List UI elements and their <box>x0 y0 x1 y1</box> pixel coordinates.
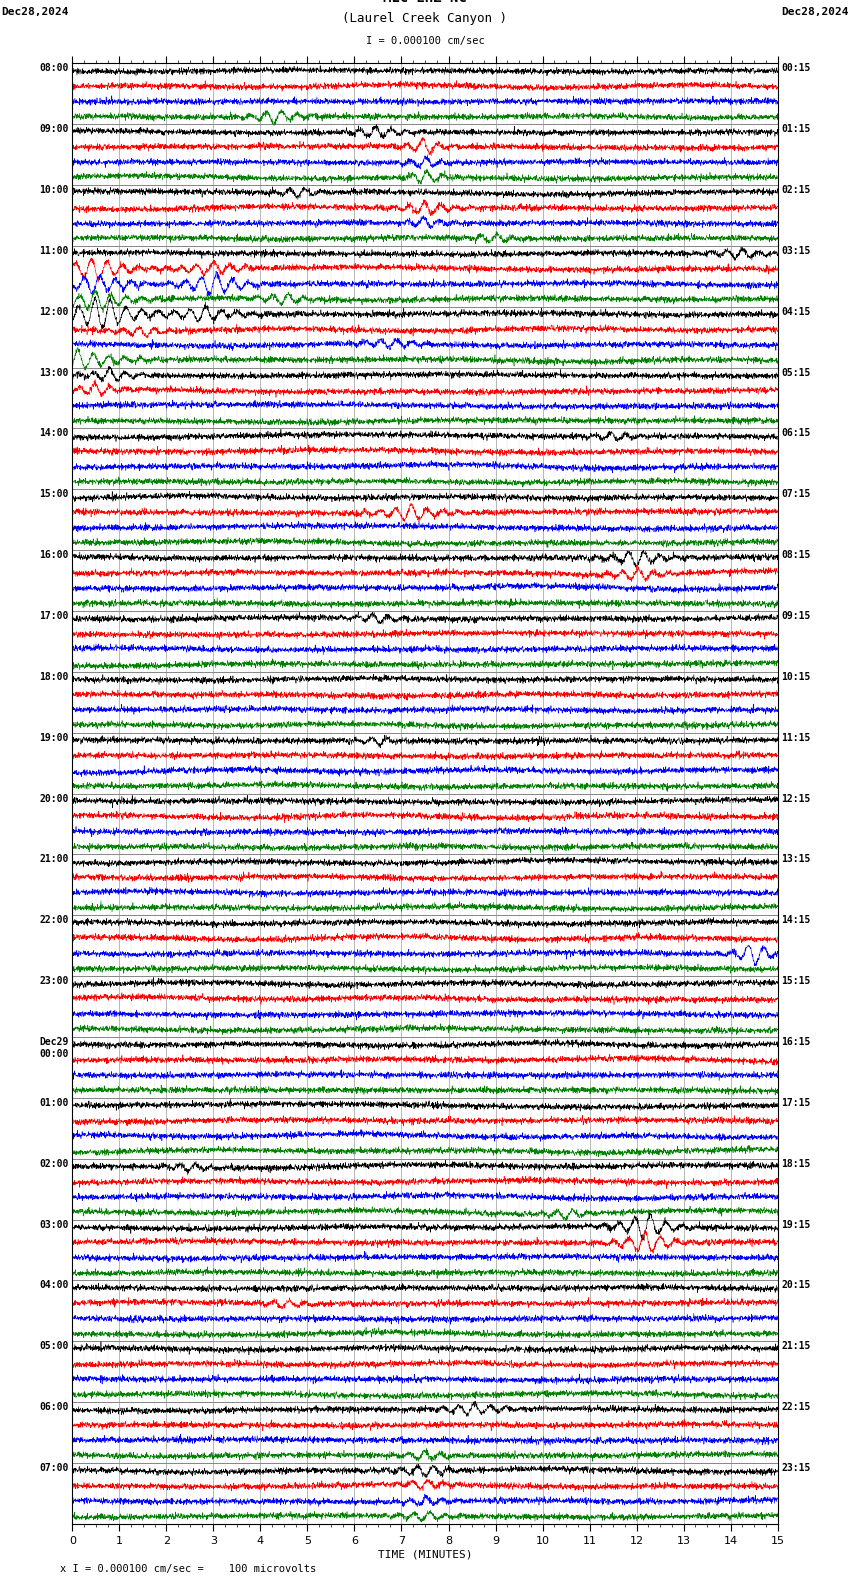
Text: 08:15: 08:15 <box>781 550 811 561</box>
Text: 21:00: 21:00 <box>39 854 69 865</box>
Text: 19:00: 19:00 <box>39 733 69 743</box>
Text: 23:00: 23:00 <box>39 976 69 987</box>
Text: 05:15: 05:15 <box>781 367 811 377</box>
Text: 03:00: 03:00 <box>39 1220 69 1229</box>
Text: 06:00: 06:00 <box>39 1402 69 1411</box>
Text: Dec29
00:00: Dec29 00:00 <box>39 1038 69 1058</box>
Text: 22:15: 22:15 <box>781 1402 811 1411</box>
Text: (Laurel Creek Canyon ): (Laurel Creek Canyon ) <box>343 13 507 25</box>
Text: 21:15: 21:15 <box>781 1342 811 1351</box>
Text: 11:00: 11:00 <box>39 246 69 257</box>
Text: 09:15: 09:15 <box>781 611 811 621</box>
Text: 14:00: 14:00 <box>39 429 69 439</box>
Text: 14:15: 14:15 <box>781 916 811 925</box>
Text: 16:00: 16:00 <box>39 550 69 561</box>
Text: 20:15: 20:15 <box>781 1280 811 1291</box>
Text: 16:15: 16:15 <box>781 1038 811 1047</box>
Text: 12:15: 12:15 <box>781 794 811 803</box>
Text: 09:00: 09:00 <box>39 124 69 135</box>
Text: 07:00: 07:00 <box>39 1464 69 1473</box>
Text: 17:00: 17:00 <box>39 611 69 621</box>
Text: 15:15: 15:15 <box>781 976 811 987</box>
Text: 17:15: 17:15 <box>781 1098 811 1107</box>
Text: 18:15: 18:15 <box>781 1159 811 1169</box>
Text: 18:00: 18:00 <box>39 672 69 681</box>
Text: 05:00: 05:00 <box>39 1342 69 1351</box>
Text: 13:15: 13:15 <box>781 854 811 865</box>
Text: 10:00: 10:00 <box>39 185 69 195</box>
Text: MLC EHZ NC: MLC EHZ NC <box>383 0 467 5</box>
Text: 10:15: 10:15 <box>781 672 811 681</box>
Text: 01:15: 01:15 <box>781 124 811 135</box>
X-axis label: TIME (MINUTES): TIME (MINUTES) <box>377 1549 473 1560</box>
Text: 04:15: 04:15 <box>781 307 811 317</box>
Text: I = 0.000100 cm/sec: I = 0.000100 cm/sec <box>366 36 484 46</box>
Text: 00:15: 00:15 <box>781 63 811 73</box>
Text: 13:00: 13:00 <box>39 367 69 377</box>
Text: 07:15: 07:15 <box>781 489 811 499</box>
Text: x I = 0.000100 cm/sec =    100 microvolts: x I = 0.000100 cm/sec = 100 microvolts <box>60 1565 315 1574</box>
Text: Dec28,2024: Dec28,2024 <box>1 6 69 16</box>
Text: 04:00: 04:00 <box>39 1280 69 1291</box>
Text: 19:15: 19:15 <box>781 1220 811 1229</box>
Text: 08:00: 08:00 <box>39 63 69 73</box>
Text: 03:15: 03:15 <box>781 246 811 257</box>
Text: 23:15: 23:15 <box>781 1464 811 1473</box>
Text: 06:15: 06:15 <box>781 429 811 439</box>
Text: 11:15: 11:15 <box>781 733 811 743</box>
Text: Dec28,2024: Dec28,2024 <box>781 6 849 16</box>
Text: 20:00: 20:00 <box>39 794 69 803</box>
Text: 12:00: 12:00 <box>39 307 69 317</box>
Text: 02:15: 02:15 <box>781 185 811 195</box>
Text: 01:00: 01:00 <box>39 1098 69 1107</box>
Text: 15:00: 15:00 <box>39 489 69 499</box>
Text: 22:00: 22:00 <box>39 916 69 925</box>
Text: 02:00: 02:00 <box>39 1159 69 1169</box>
